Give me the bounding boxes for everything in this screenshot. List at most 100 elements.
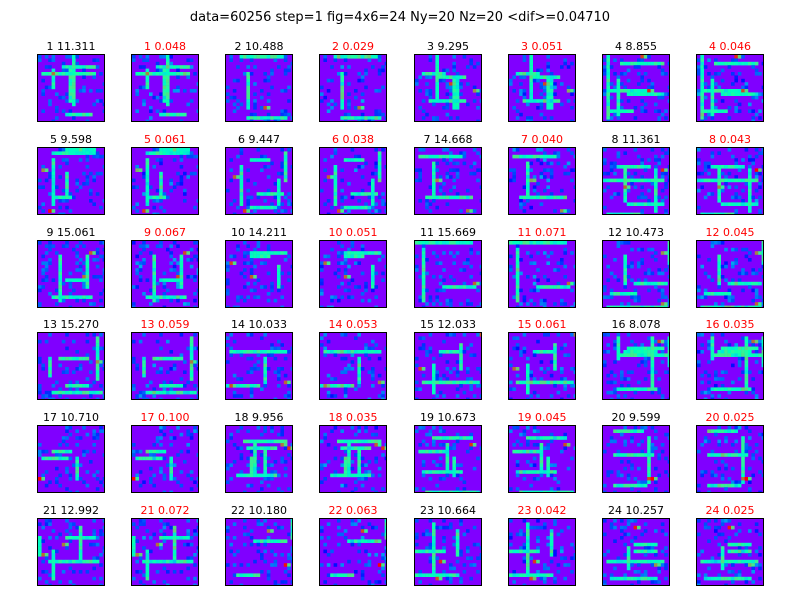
heatmap-cell xyxy=(280,109,284,113)
heatmap-cell xyxy=(435,168,439,172)
heatmap-cells xyxy=(226,55,292,121)
heatmap-cell xyxy=(169,490,173,492)
heatmap-cell xyxy=(421,373,426,378)
heatmap-cell xyxy=(703,439,708,444)
heatmap-cell xyxy=(44,339,49,344)
panel-title: 22 10.180 xyxy=(231,504,287,517)
heatmap-cell xyxy=(232,102,237,107)
heatmap-cell xyxy=(159,175,163,179)
heatmap-cell xyxy=(650,449,655,454)
heatmap-cell xyxy=(260,168,264,172)
heatmap-cell xyxy=(75,72,79,76)
heatmap-cell xyxy=(519,470,523,474)
heatmap-cell xyxy=(277,119,281,121)
heatmap-cell xyxy=(44,556,49,560)
heatmap-cell xyxy=(283,439,288,444)
heatmap-cell xyxy=(421,336,426,340)
heatmap-cell xyxy=(85,119,90,121)
heatmap-cell xyxy=(99,583,103,585)
heatmap-cell xyxy=(744,426,749,430)
heatmap-cell xyxy=(640,75,644,79)
heatmap-cell xyxy=(253,116,257,120)
heatmap-cell xyxy=(700,65,704,69)
heatmap-cell xyxy=(239,171,244,176)
heatmap-cell xyxy=(553,384,557,388)
heatmap-cell xyxy=(68,151,73,155)
heatmap-cell xyxy=(239,470,244,474)
heatmap-cell xyxy=(149,295,153,299)
heatmap-cell xyxy=(720,305,725,307)
heatmap-cell xyxy=(145,75,150,79)
heatmap-cell xyxy=(455,370,460,374)
heatmap-cell xyxy=(155,390,160,395)
heatmap-cell xyxy=(340,89,344,93)
heatmap-cell xyxy=(68,580,73,584)
heatmap-cell xyxy=(522,477,527,481)
heatmap-cell xyxy=(717,151,721,155)
heatmap-cell xyxy=(428,99,433,103)
heatmap-cell xyxy=(731,278,735,282)
heatmap-cell xyxy=(44,268,49,272)
heatmap-cell xyxy=(717,61,721,66)
heatmap-cell xyxy=(637,387,641,391)
heatmap-cell xyxy=(149,109,153,113)
heatmap-cell xyxy=(99,553,103,557)
heatmap-cell xyxy=(637,89,641,93)
heatmap-cell xyxy=(68,449,73,454)
panel-title: 5 9.598 xyxy=(50,133,92,146)
heatmap-cell xyxy=(350,466,355,471)
heatmap-cell xyxy=(616,305,621,307)
heatmap-cell xyxy=(720,202,725,206)
heatmap-cell xyxy=(189,397,194,399)
heatmap-cell xyxy=(748,350,752,354)
heatmap-cell xyxy=(532,188,537,193)
heatmap-cell xyxy=(159,205,163,210)
heatmap-cell xyxy=(256,241,261,245)
heatmap-cell xyxy=(515,258,520,262)
heatmap-cell xyxy=(142,480,146,484)
heatmap-cell xyxy=(92,175,96,179)
heatmap-cell xyxy=(563,432,567,437)
heatmap-cell xyxy=(333,350,338,354)
heatmap-cell xyxy=(667,247,669,252)
heatmap-cell xyxy=(280,443,284,447)
heatmap-cell xyxy=(246,92,250,96)
heatmap-cell xyxy=(553,268,557,272)
heatmap-cell xyxy=(135,394,139,398)
heatmap-cell xyxy=(41,278,45,282)
heatmap-cell xyxy=(277,539,281,543)
heatmap-cell xyxy=(526,387,530,391)
panel-title: 20 9.599 xyxy=(611,411,661,424)
heatmap-cells xyxy=(697,241,763,307)
heatmap-cell xyxy=(159,241,163,245)
heatmap-cell xyxy=(253,446,257,450)
heatmap-cell xyxy=(741,477,745,481)
heatmap-cell xyxy=(714,241,718,245)
heatmap-cell xyxy=(643,61,648,66)
heatmap-cell xyxy=(183,89,187,93)
heatmap-cell xyxy=(717,292,721,296)
heatmap-cell xyxy=(751,161,755,166)
heatmap-cell xyxy=(280,429,284,433)
heatmap-cell xyxy=(38,305,42,307)
heatmap-cell xyxy=(428,432,433,437)
heatmap-cell xyxy=(609,116,614,120)
heatmap-cell xyxy=(616,99,621,103)
heatmap-cell xyxy=(603,89,607,93)
heatmap-cell xyxy=(546,95,550,100)
heatmap-cell xyxy=(68,55,73,59)
heatmap-cell xyxy=(720,387,725,391)
heatmap-cell xyxy=(623,305,627,307)
heatmap-cell xyxy=(256,244,261,248)
heatmap-cell xyxy=(48,171,52,176)
heatmap-cells xyxy=(603,426,669,492)
heatmap-cell xyxy=(193,384,197,388)
heatmap-cell xyxy=(377,373,382,378)
heatmap-cell xyxy=(44,264,49,269)
heatmap-cell xyxy=(455,432,460,437)
heatmap-cell xyxy=(553,346,557,351)
panel-title: 20 0.025 xyxy=(705,411,755,424)
heatmap-cell xyxy=(549,394,554,398)
heatmap-cell xyxy=(479,185,481,189)
heatmap-cell xyxy=(717,171,721,176)
